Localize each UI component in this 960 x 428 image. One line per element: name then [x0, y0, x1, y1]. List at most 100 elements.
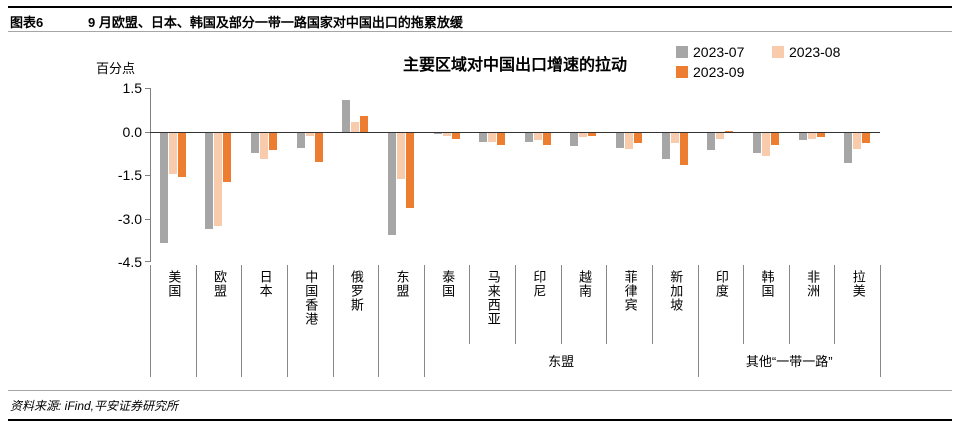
bar-2023-08-日本: [260, 133, 269, 160]
y-tick-mark: [145, 261, 150, 262]
category-label: 印尼: [531, 270, 547, 298]
bar-2023-08-泰国: [442, 133, 451, 136]
category-cell-韩国: 韩国: [744, 265, 790, 344]
plot-area: [145, 88, 880, 262]
footer-divider: [8, 390, 952, 391]
category-cell-东盟: 东盟: [379, 265, 425, 344]
chart-title: 主要区域对中国出口增速的拉动: [402, 57, 627, 74]
bar-2023-09-马来西亚: [497, 133, 506, 145]
bar-2023-07-俄罗斯: [342, 100, 351, 132]
zero-line: [150, 132, 880, 133]
legend: 2023-07 2023-08 2023-09: [676, 44, 876, 80]
category-label: 美国: [166, 270, 182, 298]
bar-2023-09-新加坡: [679, 133, 688, 165]
bar-2023-09-欧盟: [223, 133, 232, 183]
y-tick-mark: [145, 219, 150, 220]
bar-2023-08-韩国: [761, 133, 770, 157]
bar-2023-08-欧盟: [214, 133, 223, 226]
category-cell-美国: 美国: [151, 265, 197, 344]
bar-2023-08-美国: [168, 133, 177, 174]
figure-number: 图表6: [10, 15, 44, 30]
bar-2023-09-日本: [269, 133, 278, 151]
legend-label: 2023-09: [693, 64, 745, 80]
y-tick-label: -1.5: [117, 167, 142, 183]
bar-2023-08-印度: [716, 133, 725, 139]
bar-2023-07-印度: [707, 133, 716, 151]
category-cell-泰国: 泰国: [425, 265, 471, 344]
figure-title: 9 月欧盟、日本、韩国及部分一带一路国家对中国出口的拖累放缓: [88, 15, 463, 30]
y-axis-line: [150, 88, 151, 262]
category-label: 印度: [713, 270, 729, 298]
bar-2023-09-美国: [177, 133, 186, 177]
category-label: 菲律宾: [622, 270, 638, 312]
bar-2023-08-拉美: [853, 133, 862, 149]
bar-2023-07-新加坡: [661, 133, 670, 160]
y-tick-mark: [145, 132, 150, 133]
legend-swatch-icon: [676, 46, 688, 58]
bar-2023-07-东盟: [387, 133, 396, 235]
bar-2023-07-韩国: [752, 133, 761, 154]
y-axis-title: 百分点: [96, 61, 136, 76]
bar-2023-07-印尼: [524, 133, 533, 142]
bar-2023-07-非洲: [798, 133, 807, 141]
legend-item-2023-08: 2023-08: [772, 44, 860, 60]
category-label: 马来西亚: [485, 270, 501, 326]
category-label: 日本: [257, 270, 273, 298]
group-cell-empty: [197, 344, 243, 377]
category-cell-菲律宾: 菲律宾: [607, 265, 653, 344]
source-note: 资料来源: iFind,平安证券研究所: [10, 399, 179, 413]
category-cell-日本: 日本: [242, 265, 288, 344]
legend-label: 2023-07: [693, 44, 745, 60]
bar-2023-09-越南: [588, 133, 597, 136]
bar-2023-09-印尼: [542, 133, 551, 145]
category-label: 越南: [576, 270, 592, 298]
category-label: 欧盟: [211, 270, 227, 298]
legend-label: 2023-08: [789, 44, 841, 60]
y-tick-label: -3.0: [117, 210, 142, 227]
group-cell-empty: [334, 344, 380, 377]
category-label: 新加坡: [668, 270, 684, 312]
x-axis-group-labels: 东盟 其他“一带一路”: [150, 344, 882, 377]
category-cell-新加坡: 新加坡: [653, 265, 699, 344]
bar-2023-07-泰国: [433, 133, 442, 135]
y-axis-tick-labels: 1.5 0.0 -1.5 -3.0 -4.5: [88, 80, 142, 270]
bar-2023-09-俄罗斯: [360, 116, 369, 132]
group-cell-empty: [151, 344, 197, 377]
y-tick-label: -4.5: [117, 254, 142, 270]
bar-2023-07-欧盟: [205, 133, 214, 229]
y-tick-label: 0.0: [122, 123, 142, 140]
category-cell-中国香港: 中国香港: [288, 265, 334, 344]
bar-2023-07-中国香港: [296, 133, 305, 148]
legend-swatch-icon: [676, 66, 688, 78]
category-label: 俄罗斯: [348, 270, 364, 312]
category-label: 拉美: [850, 270, 866, 298]
group-cell-empty: [288, 344, 334, 377]
x-axis-category-labels: 美国 欧盟 日本 中国香港 俄罗斯 东盟 泰国 马来西亚 印尼 越南 菲律宾 新加坡 印度 韩国 非洲 拉美: [150, 265, 882, 344]
bar-2023-09-印度: [725, 130, 734, 132]
category-cell-欧盟: 欧盟: [197, 265, 243, 344]
bar-2023-08-马来西亚: [488, 133, 497, 142]
group-cell-东盟: 东盟: [425, 344, 699, 377]
y-tick-label: 1.5: [122, 80, 142, 96]
category-label: 泰国: [440, 270, 456, 298]
bar-2023-08-越南: [579, 133, 588, 138]
category-cell-非洲: 非洲: [790, 265, 836, 344]
bar-2023-07-马来西亚: [479, 133, 488, 142]
bar-2023-08-印尼: [533, 133, 542, 141]
group-cell-empty: [379, 344, 425, 377]
legend-item-2023-07: 2023-07: [676, 44, 764, 60]
bar-2023-09-中国香港: [314, 133, 323, 162]
top-rule: [8, 6, 952, 8]
bar-2023-09-东盟: [405, 133, 414, 209]
group-cell-empty: [242, 344, 288, 377]
legend-swatch-icon: [772, 46, 784, 58]
category-cell-印度: 印度: [699, 265, 745, 344]
bottom-rule: [8, 419, 952, 421]
bar-2023-09-泰国: [451, 133, 460, 139]
category-label: 非洲: [805, 270, 821, 298]
bar-2023-08-中国香港: [305, 133, 314, 136]
category-label: 东盟: [394, 270, 410, 298]
header-divider: [8, 31, 952, 32]
bar-2023-09-拉美: [862, 133, 871, 144]
